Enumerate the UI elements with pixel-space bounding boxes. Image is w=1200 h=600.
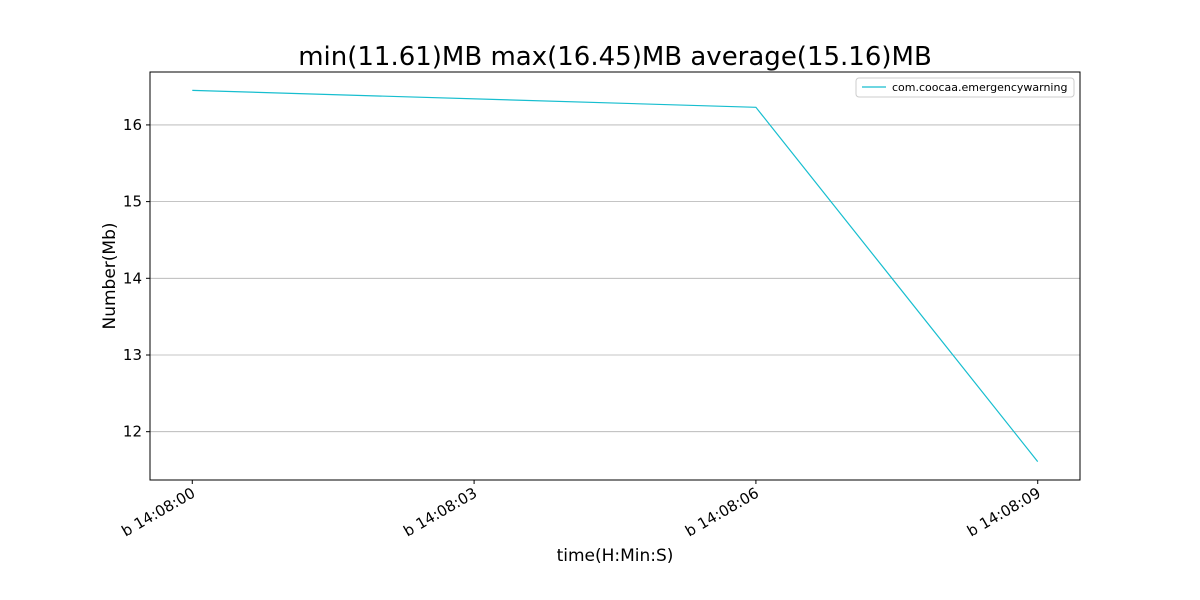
y-tick-label: 12 (123, 423, 142, 441)
plot-frame (149, 71, 1081, 481)
y-tick-label: 14 (123, 269, 142, 287)
series-line-0 (192, 89, 1039, 462)
y-axis-label: Number(Mb) (100, 222, 120, 329)
series-lines (192, 89, 1039, 462)
legend: com.coocaa.emergencywarning (855, 77, 1075, 98)
y-gridlines (150, 124, 1080, 433)
y-tick-label: 13 (123, 346, 142, 364)
legend-box (855, 77, 1075, 98)
legend-label: com.coocaa.emergencywarning (892, 81, 1067, 94)
y-tick-label: 16 (123, 116, 142, 134)
y-tick-label: 15 (123, 193, 142, 211)
x-axis-label: time(H:Min:S) (557, 546, 674, 566)
chart-title: min(11.61)MB max(16.45)MB average(15.16)… (298, 42, 932, 72)
y-axis-ticks: 12 13 14 15 16 (123, 116, 150, 441)
